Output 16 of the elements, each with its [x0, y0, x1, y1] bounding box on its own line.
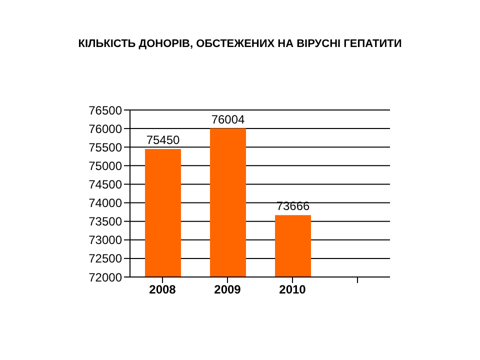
y-tick-label: 73000	[88, 233, 122, 248]
y-tick-label: 72000	[88, 270, 122, 284]
y-tick-label: 72500	[88, 252, 122, 266]
x-tick-label: 2010	[279, 282, 306, 297]
y-tick-label: 73500	[88, 214, 122, 229]
y-tick-label: 74500	[88, 177, 122, 192]
y-tick-label: 74000	[88, 196, 122, 210]
data-label: 76004	[211, 112, 246, 126]
y-tick-label: 76000	[88, 122, 122, 136]
data-label: 75450	[146, 132, 180, 147]
y-tick-label: 75500	[88, 140, 122, 154]
y-tick-label: 76500	[88, 103, 122, 118]
x-tick-label: 2009	[214, 282, 242, 297]
y-tick-label: 75000	[88, 158, 122, 173]
x-tick-label: 2008	[149, 282, 176, 297]
chart-title: КІЛЬКІСТЬ ДОНОРІВ, ОБСТЕЖЕНИХ НА ВІРУСНІ ГЕПАТИТИ	[77, 38, 403, 50]
